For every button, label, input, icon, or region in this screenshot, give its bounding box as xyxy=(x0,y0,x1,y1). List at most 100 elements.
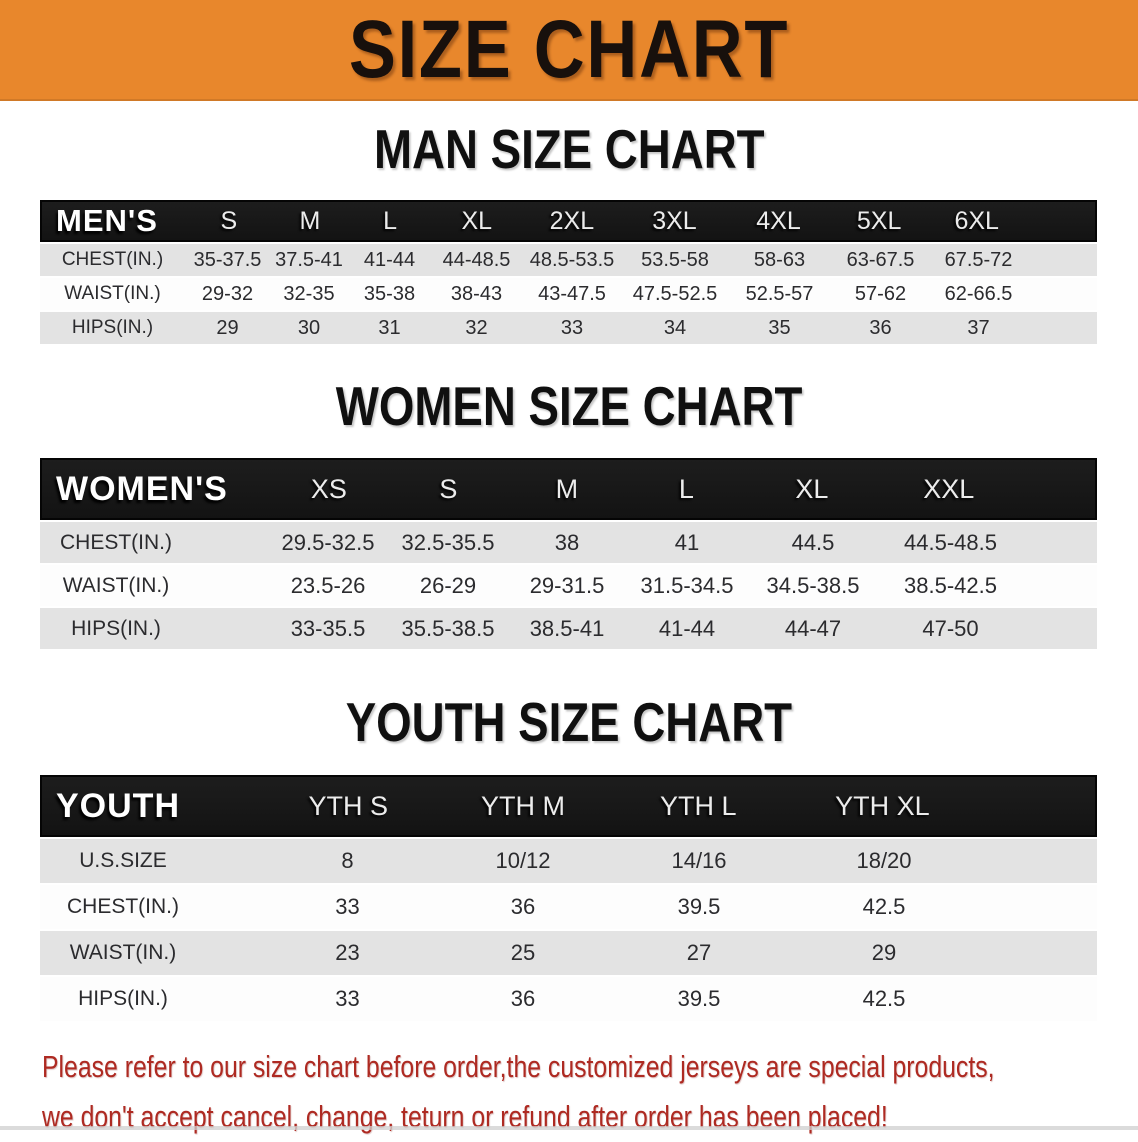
youth-hips-row: HIPS(IN.) 33 36 39.5 42.5 xyxy=(40,977,1097,1021)
size-column-header: 5XL xyxy=(856,206,902,235)
size-column-header: XL xyxy=(795,473,829,504)
size-column-header: 3XL xyxy=(652,206,697,235)
size-value: 38.5-41 xyxy=(529,615,605,641)
size-value: 35 xyxy=(768,316,791,339)
size-column-header: 6XL xyxy=(954,206,999,235)
size-column-header: XS xyxy=(310,473,347,504)
size-value: 38-43 xyxy=(450,282,503,305)
size-value: 44.5 xyxy=(791,529,835,555)
size-value: 62-66.5 xyxy=(944,282,1013,305)
size-column-header: 4XL xyxy=(756,206,801,235)
size-value: 44.5-48.5 xyxy=(904,529,997,555)
size-value: 42.5 xyxy=(862,986,906,1011)
size-column-header: YTH XL xyxy=(835,790,930,821)
women-table-corner-label: WOMEN'S xyxy=(56,469,228,508)
man-section: MAN SIZE CHART xyxy=(0,118,1138,180)
size-value: 32-35 xyxy=(283,282,335,305)
size-value: 48.5-53.5 xyxy=(529,248,615,271)
size-column-header: 2XL xyxy=(549,206,595,235)
size-column-header: S xyxy=(220,206,238,235)
size-value: 27 xyxy=(686,940,712,965)
women-size-table: WOMEN'S XS S M L XL XXL CHEST(IN.) 29.5-… xyxy=(40,458,1097,649)
size-column-header: M xyxy=(555,473,579,504)
man-size-chart-heading: MAN SIZE CHART xyxy=(373,118,765,180)
size-value: 57-62 xyxy=(854,282,907,305)
size-value: 38 xyxy=(554,529,580,555)
women-table-header-row: WOMEN'S XS S M L XL XXL xyxy=(40,458,1097,520)
row-label: WAIST(IN.) xyxy=(62,573,170,597)
size-value: 35-37.5 xyxy=(193,248,262,271)
note-line-2: we don't accept cancel, change, teturn o… xyxy=(42,1099,888,1134)
size-value: 39.5 xyxy=(677,894,721,919)
men-table-header-row: MEN'S S M L XL 2XL 3XL 4XL 5XL 6XL xyxy=(40,200,1097,242)
size-value: 32 xyxy=(465,316,488,339)
size-column-header: YTH L xyxy=(659,790,737,821)
men-size-table: MEN'S S M L XL 2XL 3XL 4XL 5XL 6XL CHEST… xyxy=(40,200,1097,344)
women-size-chart-heading: WOMEN SIZE CHART xyxy=(335,375,803,437)
women-chest-row: CHEST(IN.) 29.5-32.5 32.5-35.5 38 41 44.… xyxy=(40,522,1097,563)
row-label: CHEST(IN.) xyxy=(61,249,164,270)
size-value: 30 xyxy=(297,316,321,339)
women-hips-row: HIPS(IN.) 33-35.5 35.5-38.5 38.5-41 41-4… xyxy=(40,608,1097,649)
size-value: 29-31.5 xyxy=(529,572,605,598)
youth-table-header-row: YOUTH YTH S YTH M YTH L YTH XL xyxy=(40,775,1097,837)
size-value: 18/20 xyxy=(856,848,912,873)
size-column-header: L xyxy=(678,473,694,504)
row-label: U.S.SIZE xyxy=(79,849,167,872)
size-value: 29 xyxy=(216,316,239,339)
size-column-header: L xyxy=(383,206,398,235)
youth-size-table: YOUTH YTH S YTH M YTH L YTH XL U.S.SIZE … xyxy=(40,775,1097,1021)
size-value: 33-35.5 xyxy=(290,615,366,641)
size-value: 36 xyxy=(510,894,536,919)
size-value: 39.5 xyxy=(677,986,721,1011)
size-value: 37 xyxy=(967,316,990,339)
size-value: 31 xyxy=(378,316,401,339)
size-value: 35.5-38.5 xyxy=(401,615,495,641)
size-value: 29.5-32.5 xyxy=(281,529,375,555)
size-value: 33 xyxy=(335,894,360,919)
size-value: 34.5-38.5 xyxy=(766,572,860,598)
youth-table-corner-label: YOUTH xyxy=(56,786,180,825)
size-value: 44-47 xyxy=(784,615,842,641)
size-value: 8 xyxy=(341,848,354,873)
size-value: 52.5-57 xyxy=(745,282,814,305)
size-value: 36 xyxy=(510,986,536,1011)
size-value: 35-38 xyxy=(363,282,416,305)
youth-section: YOUTH SIZE CHART xyxy=(0,691,1138,753)
size-chart-banner: SIZE CHART xyxy=(0,0,1138,101)
women-section: WOMEN SIZE CHART xyxy=(0,375,1138,437)
row-label: HIPS(IN.) xyxy=(78,987,168,1010)
row-label: CHEST(IN.) xyxy=(60,530,172,554)
size-value: 37.5-41 xyxy=(275,248,343,271)
men-hips-row: HIPS(IN.) 29 30 31 32 33 34 35 36 37 xyxy=(40,312,1097,344)
size-value: 41-44 xyxy=(363,248,416,271)
size-value: 23 xyxy=(335,940,360,965)
row-label: CHEST(IN.) xyxy=(67,895,179,918)
size-value: 29-32 xyxy=(201,282,254,305)
men-waist-row: WAIST(IN.) 29-32 32-35 35-38 38-43 43-47… xyxy=(40,278,1097,310)
youth-waist-row: WAIST(IN.) 23 25 27 29 xyxy=(40,931,1097,975)
youth-size-chart-heading: YOUTH SIZE CHART xyxy=(345,691,793,753)
size-value: 33 xyxy=(335,986,360,1011)
size-value: 31.5-34.5 xyxy=(640,572,734,598)
size-column-header: S xyxy=(439,473,458,504)
row-label: WAIST(IN.) xyxy=(64,283,161,304)
men-table-corner-label: MEN'S xyxy=(56,203,158,238)
order-policy-note: Please refer to our size chart before or… xyxy=(42,1042,1138,1142)
size-column-header: YTH M xyxy=(480,790,565,821)
size-value: 10/12 xyxy=(495,848,551,873)
size-column-header: XXL xyxy=(923,473,975,504)
youth-ussize-row: U.S.SIZE 8 10/12 14/16 18/20 xyxy=(40,839,1097,883)
size-value: 47-50 xyxy=(922,615,979,641)
size-value: 25 xyxy=(510,940,536,965)
size-column-header: XL xyxy=(461,206,493,235)
size-value: 44-48.5 xyxy=(442,248,511,271)
row-label: WAIST(IN.) xyxy=(69,941,177,964)
size-value: 33 xyxy=(560,316,584,339)
size-value: 43-47.5 xyxy=(538,282,606,305)
size-value: 38.5-42.5 xyxy=(904,572,997,598)
size-value: 53.5-58 xyxy=(641,248,709,271)
size-value: 47.5-52.5 xyxy=(632,282,718,305)
size-value: 23.5-26 xyxy=(290,572,366,598)
size-column-header: YTH S xyxy=(308,790,388,821)
